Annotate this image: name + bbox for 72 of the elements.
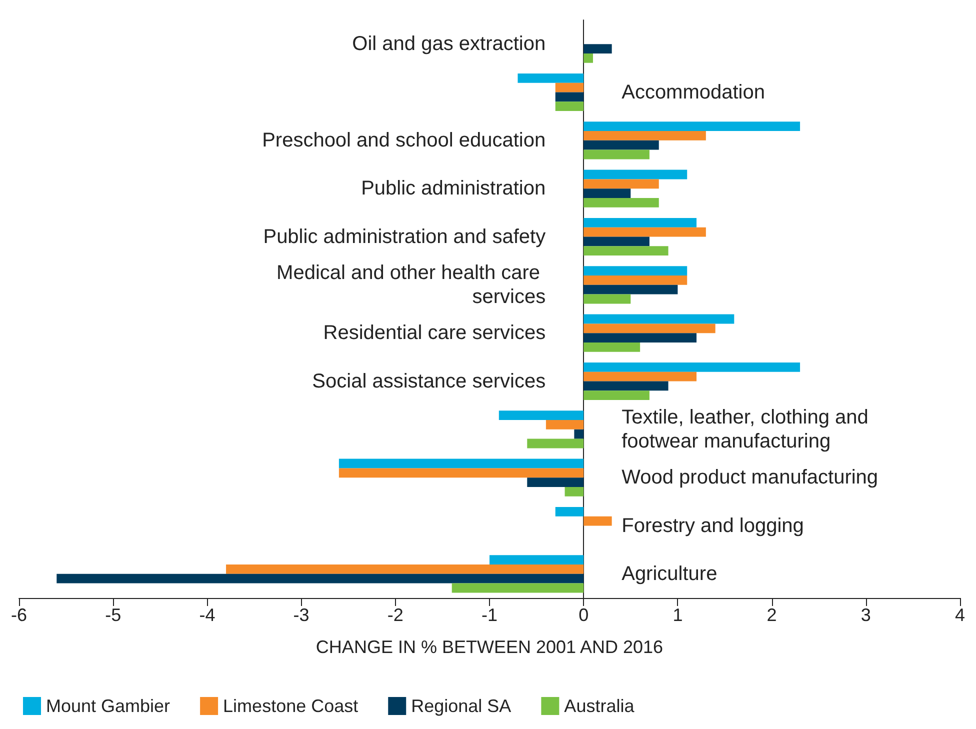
bar xyxy=(584,53,594,63)
y-tick-label: Agriculture xyxy=(622,562,718,585)
x-tick-label: 2 xyxy=(766,605,777,625)
x-tick-label: -4 xyxy=(199,605,216,625)
legend-label: Australia xyxy=(564,696,636,716)
bar xyxy=(584,44,612,54)
bar xyxy=(584,284,678,294)
bar xyxy=(584,150,650,160)
y-tick-label: Oil and gas extraction xyxy=(352,33,546,56)
x-tick-label: 3 xyxy=(860,605,871,625)
x-axis-title: CHANGE IN % BETWEEN 2001 AND 2016 xyxy=(316,637,664,657)
bar xyxy=(574,429,584,439)
bar xyxy=(584,218,697,228)
legend-label: Regional SA xyxy=(411,696,512,716)
bar xyxy=(584,294,631,304)
bar xyxy=(498,410,584,420)
y-tick-label: Forestry and logging xyxy=(622,514,804,537)
bar xyxy=(584,381,668,391)
y-tick-label: Public administration and safety xyxy=(263,226,546,248)
x-tick-label: 1 xyxy=(672,605,683,625)
y-tick-label: Residential care services xyxy=(323,322,546,344)
bar xyxy=(584,266,688,276)
bar xyxy=(584,324,716,334)
bar xyxy=(546,420,584,430)
bar xyxy=(584,122,800,132)
bar xyxy=(584,314,734,324)
y-tick-label: Wood product manufacturing xyxy=(622,466,878,489)
bar xyxy=(584,131,706,140)
x-tick-label: -6 xyxy=(10,605,28,625)
bar xyxy=(584,198,659,208)
y-tick-label: Accommodation xyxy=(622,81,766,104)
x-tick-label: -3 xyxy=(293,605,310,625)
bar xyxy=(555,102,584,112)
bar xyxy=(527,438,584,448)
bar xyxy=(584,276,688,285)
y-tick-label: Social assistance services xyxy=(312,370,546,392)
x-tick-label: -5 xyxy=(105,605,122,625)
bar xyxy=(584,236,650,246)
bar xyxy=(518,73,584,83)
bar xyxy=(452,583,584,593)
legend-label: Limestone Coast xyxy=(223,696,358,716)
bar xyxy=(555,92,584,102)
bar xyxy=(338,468,584,478)
bar xyxy=(226,564,584,574)
bar xyxy=(584,333,697,342)
bar xyxy=(584,179,659,189)
x-tick-label: 4 xyxy=(954,605,965,625)
bar xyxy=(584,362,800,372)
bar xyxy=(527,478,584,487)
bar xyxy=(584,246,668,256)
x-tick-label: -1 xyxy=(481,605,498,625)
y-tick-label: Public administration xyxy=(361,178,546,200)
bar xyxy=(584,342,640,352)
bar xyxy=(584,188,631,198)
bar xyxy=(584,516,612,526)
legend-label: Mount Gambier xyxy=(46,696,170,716)
bar xyxy=(584,170,688,180)
bar xyxy=(490,555,584,565)
bar xyxy=(338,458,584,468)
bar xyxy=(584,390,650,400)
y-tick-label: Preschool and school education xyxy=(262,129,546,152)
x-tick-label: -2 xyxy=(387,605,404,625)
y-tick-label: Textile, leather, clothing and footwear manufacturing xyxy=(622,406,874,452)
bar xyxy=(564,486,584,496)
bar xyxy=(555,506,584,516)
bar xyxy=(584,227,706,237)
y-tick-label: Medical and other health care services xyxy=(276,262,546,308)
bar xyxy=(584,372,697,382)
bar xyxy=(555,82,584,92)
x-tick-label: 0 xyxy=(578,605,589,625)
bar xyxy=(584,140,659,150)
bar xyxy=(56,574,584,584)
